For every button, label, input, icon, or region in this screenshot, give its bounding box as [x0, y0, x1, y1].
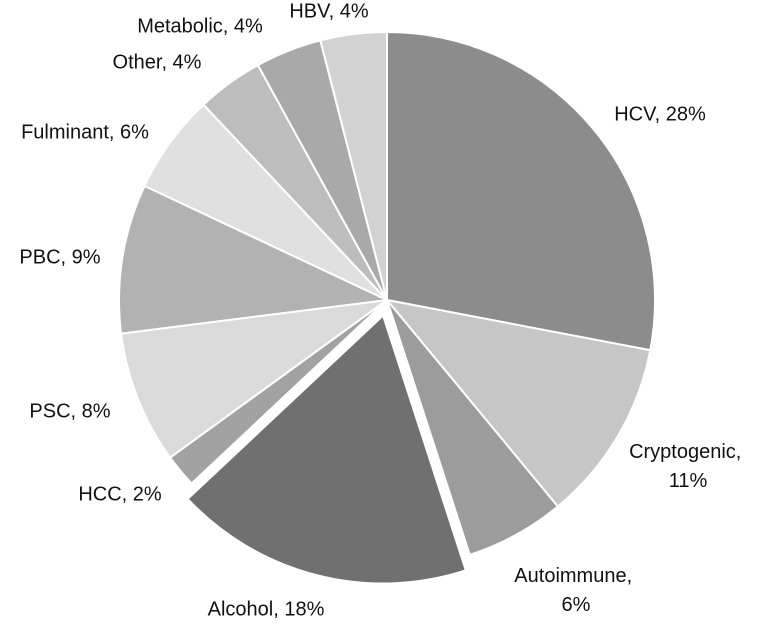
data-label: HCC, 2%	[78, 483, 162, 505]
pie-slice	[319, 30, 388, 301]
data-label: HCV, 28%	[614, 103, 706, 125]
pie-slice	[386, 299, 560, 557]
pie-slice	[186, 313, 468, 585]
data-label: Cryptogenic, 11%	[629, 441, 747, 492]
data-label: Other, 4%	[113, 51, 202, 73]
data-label: Metabolic, 4%	[137, 15, 263, 37]
pie-slice	[118, 184, 391, 335]
data-label: HBV, 4%	[289, 0, 369, 22]
data-label: PBC, 9%	[19, 246, 100, 268]
data-label: Alcohol, 18%	[208, 598, 325, 620]
data-label: PSC, 8%	[29, 400, 110, 422]
pie-slice	[386, 30, 656, 352]
data-label: Autoimmune, 6%	[514, 565, 637, 616]
pie-slice	[384, 298, 652, 508]
data-label: Fulminant, 6%	[21, 121, 149, 143]
pie-slice	[119, 299, 388, 459]
